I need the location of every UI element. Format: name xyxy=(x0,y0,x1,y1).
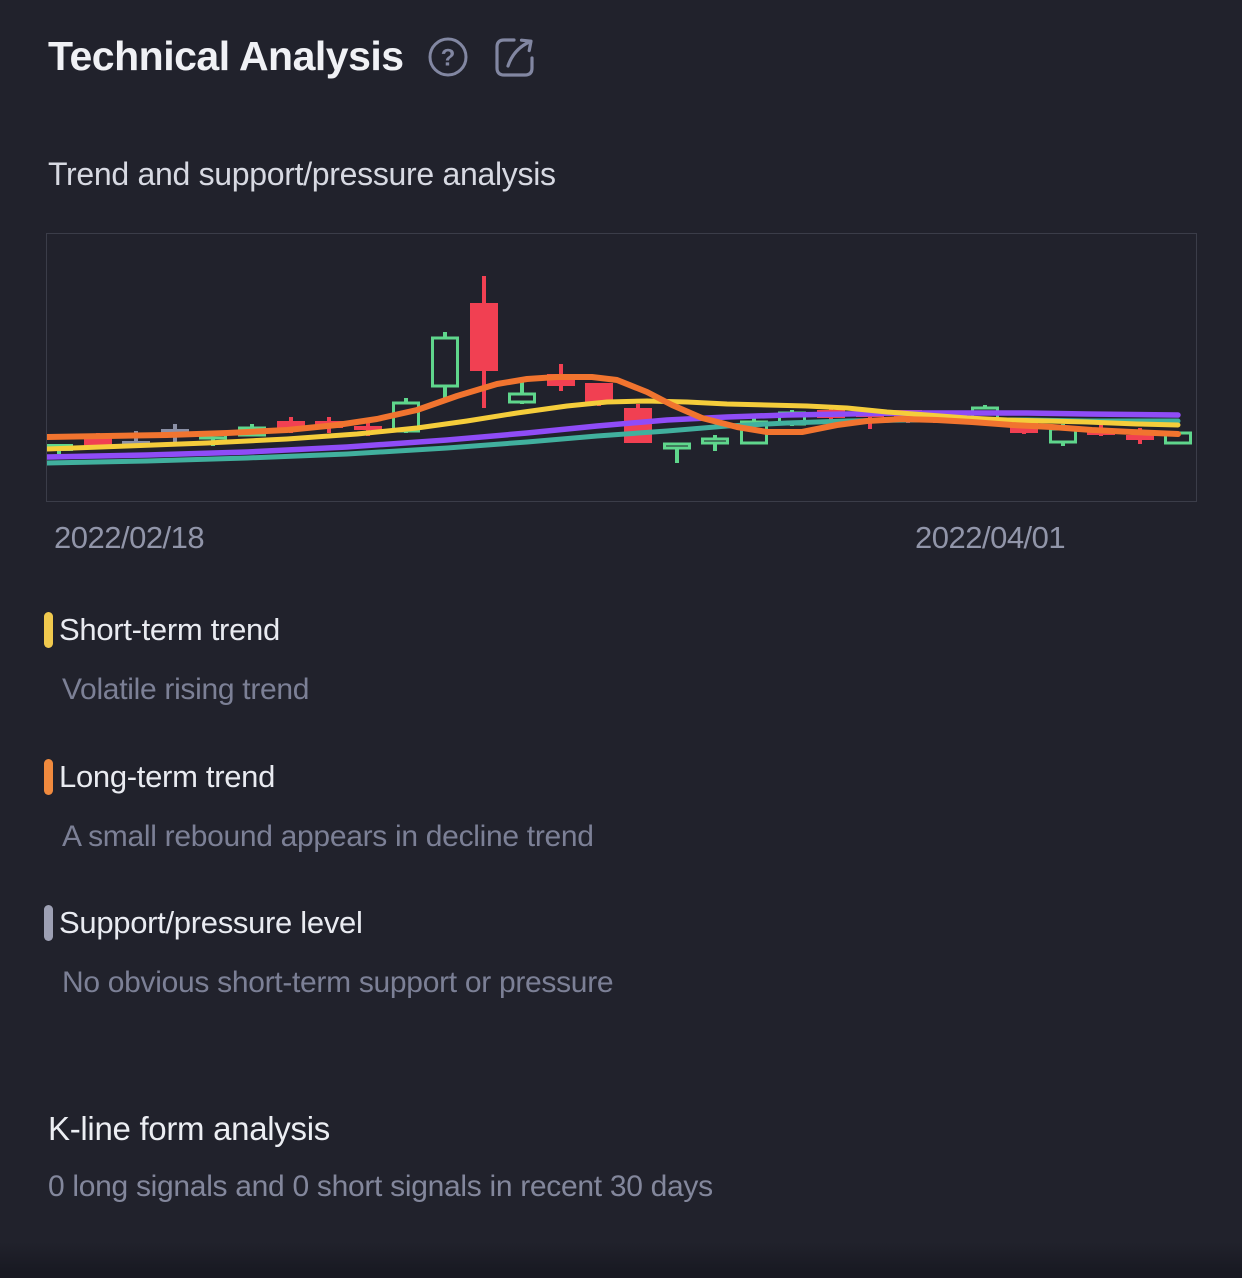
short-term-trend-title: Short-term trend xyxy=(59,612,280,647)
support-pressure-marker xyxy=(44,905,53,941)
kline-form-analysis-description: 0 long signals and 0 short signals in re… xyxy=(48,1170,713,1203)
x-axis-start-date: 2022/02/18 xyxy=(54,520,205,555)
short-term-trend-section: Short-term trend Volatile rising trend xyxy=(44,611,1194,707)
long-term-trend-description: A small rebound appears in decline trend xyxy=(62,820,594,853)
kline-form-analysis-title: K-line form analysis xyxy=(48,1110,330,1147)
footer-divider xyxy=(0,1242,1242,1278)
candlestick-chart-canvas xyxy=(47,276,1192,466)
x-axis-end-date: 2022/04/01 xyxy=(915,520,1066,555)
svg-text:?: ? xyxy=(440,44,455,71)
support-pressure-description: No obvious short-term support or pressur… xyxy=(62,966,614,999)
long-term-trend-marker xyxy=(44,759,53,795)
long-term-trend-section: Long-term trend A small rebound appears … xyxy=(44,758,1194,854)
page-title: Technical Analysis xyxy=(48,33,404,79)
share-icon[interactable] xyxy=(492,35,536,79)
short-term-trend-description: Volatile rising trend xyxy=(62,673,310,706)
help-icon[interactable]: ? xyxy=(426,35,470,79)
chart-section-title: Trend and support/pressure analysis xyxy=(48,156,556,192)
support-pressure-section: Support/pressure level No obvious short-… xyxy=(44,904,1194,1000)
candlestick-chart[interactable] xyxy=(46,233,1197,502)
header: Technical Analysis ? xyxy=(48,33,536,80)
long-term-trend-title: Long-term trend xyxy=(59,759,276,794)
support-pressure-title: Support/pressure level xyxy=(59,905,363,940)
short-term-trend-marker xyxy=(44,612,53,648)
